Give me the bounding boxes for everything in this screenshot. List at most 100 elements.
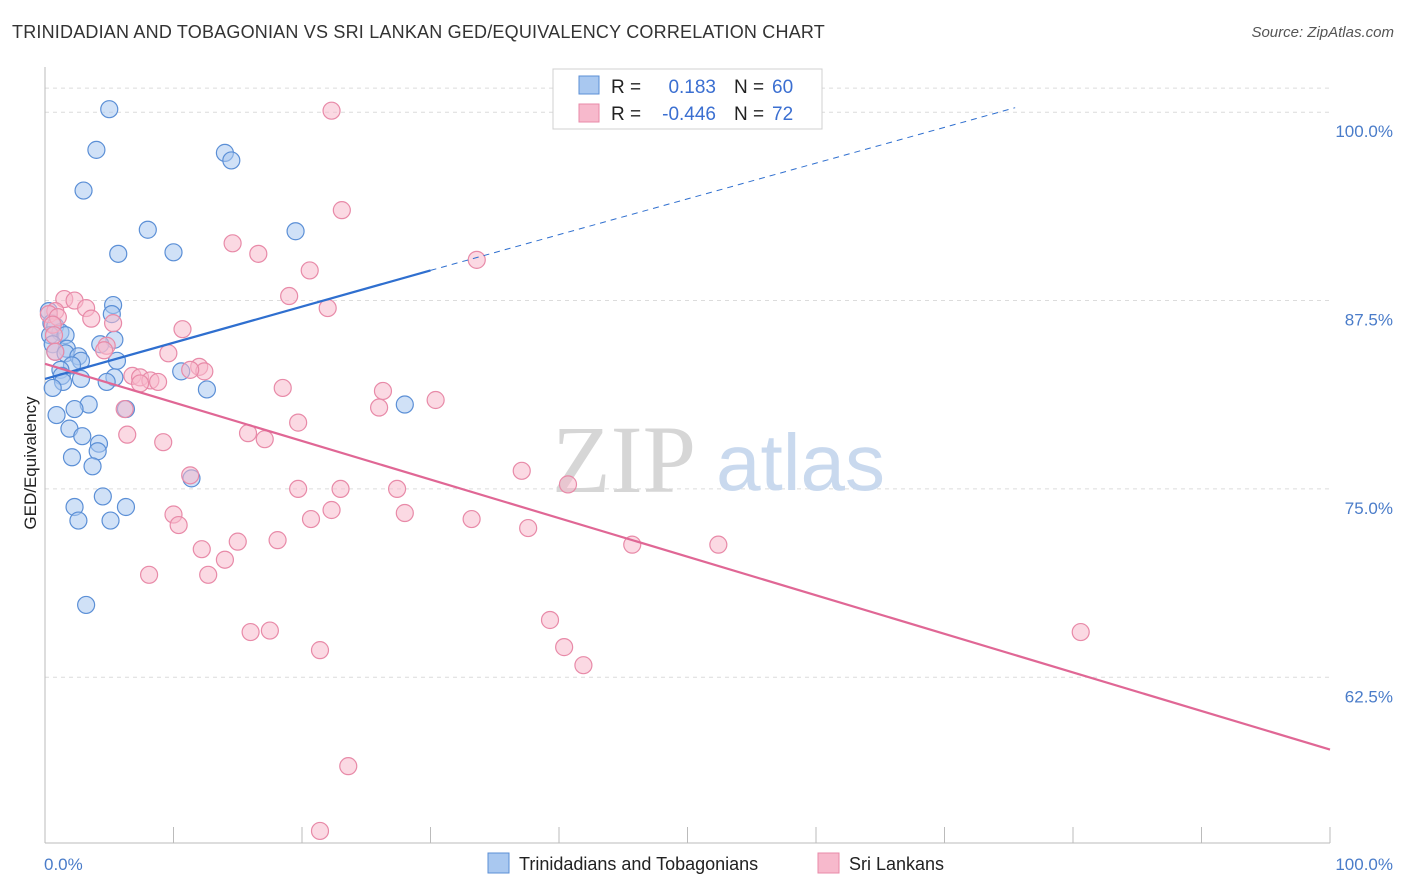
data-point-sri-lankan [289,413,308,432]
data-point-sri-lankan [82,309,101,328]
data-point-sri-lankan [273,378,292,398]
legend-swatch-blue [578,75,600,95]
data-point-sri-lankan [395,503,414,523]
data-point-sri-lankan [115,399,134,419]
data-point-sri-lankan [574,656,593,675]
data-point-sri-lankan [540,610,560,630]
data-point-trinidadian [73,427,92,446]
data-point-sri-lankan [373,381,393,401]
data-point-sri-lankan [426,390,445,410]
y-tick-label: 100.0% [1335,122,1393,141]
tick-labels: 62.5% 75.0% 87.5% 100.0% 0.0% 100.0% [44,122,1393,874]
data-point-sri-lankan [95,341,114,360]
data-point-sri-lankan [154,433,173,452]
data-point-sri-lankan [268,531,287,550]
series-legend-label-1: Trinidadians and Tobagonians [519,854,758,874]
data-point-sri-lankan [104,314,123,333]
trend-lines [44,107,1331,751]
data-point-sri-lankan [199,565,218,584]
data-point-sri-lankan [223,234,242,253]
data-point-sri-lankan [260,621,279,640]
data-point-trinidadian [286,222,305,241]
data-point-trinidadian [101,511,120,530]
data-point-sri-lankan [339,757,358,776]
data-point-sri-lankan [215,550,234,569]
data-point-sri-lankan [558,475,578,494]
data-point-sri-lankan [159,344,178,363]
data-point-sri-lankan [192,540,211,559]
legend-n-value-1: 60 [772,77,793,98]
series-legend-label-2: Sri Lankans [849,854,944,874]
trend-line-trinidadian [44,269,431,380]
y-axis-label: GED/Equivalency [21,396,40,530]
data-point-sri-lankan [280,286,299,306]
watermark-atlas: atlas [716,418,885,507]
x-tick-label: 0.0% [44,855,83,874]
data-point-trinidadian [77,595,96,615]
data-point-sri-lankan [1071,622,1090,642]
data-point-sri-lankan [148,372,168,392]
data-point-trinidadian [87,140,106,159]
data-point-sri-lankan [310,821,330,841]
data-point-sri-lankan [249,244,268,263]
legend-r-label-2: R = [611,104,641,125]
data-point-sri-lankan [555,638,574,657]
data-point-trinidadian [71,369,91,389]
data-point-sri-lankan [322,101,341,120]
data-point-sri-lankan [44,326,64,345]
data-point-trinidadian [43,378,62,398]
legend-r-value-1: 0.183 [668,77,716,98]
data-point-sri-lankan [709,535,728,554]
data-point-trinidadian [62,448,82,467]
data-point-trinidadian [65,399,84,419]
watermark-zip: ZIP [552,406,696,513]
chart-title: TRINIDADIAN AND TOBAGONIAN VS SRI LANKAN… [12,22,825,42]
data-point-trinidadian [69,511,88,530]
legend-r-label-1: R = [611,77,641,98]
data-point-sri-lankan [462,509,481,529]
grid-lines [45,87,1330,678]
data-point-sri-lankan [322,500,341,520]
data-point-sri-lankan [255,430,274,449]
data-point-trinidadian [83,457,102,476]
data-point-trinidadian [222,151,241,170]
data-point-sri-lankan [332,201,351,220]
trend-line-sri-lankan [44,362,1331,751]
data-point-trinidadian [93,487,112,506]
data-point-sri-lankan [130,374,150,393]
data-point-trinidadian [74,181,93,200]
data-point-sri-lankan [300,261,319,280]
trend-line-trinidadian [430,107,1016,271]
data-point-trinidadian [116,497,136,517]
data-point-sri-lankan [519,518,538,538]
data-point-sri-lankan [46,342,65,361]
legend-n-label-2: N = [734,104,764,125]
data-point-sri-lankan [173,320,192,339]
legend-swatch-pink [578,103,600,123]
y-tick-label: 75.0% [1345,499,1393,518]
legend-r-value-2: -0.446 [662,104,716,125]
data-point-sri-lankan [139,565,159,584]
axes [44,67,1331,844]
data-point-sri-lankan [118,425,137,444]
data-point-trinidadian [395,395,414,414]
correlation-legend: R = 0.183 N = 60 R = -0.446 N = 72 [552,68,823,130]
legend-n-value-2: 72 [772,104,793,125]
legend-n-label-1: N = [734,77,764,98]
data-point-trinidadian [100,100,119,119]
data-point-trinidadian [164,243,183,262]
data-point-sri-lankan [301,509,321,529]
data-point-trinidadian [88,442,107,461]
data-point-sri-lankan [370,398,389,417]
data-point-trinidadian [138,220,157,239]
data-point-sri-lankan [241,622,260,642]
data-point-sri-lankan [512,461,531,480]
data-point-trinidadian [197,380,217,399]
data-point-sri-lankan [228,532,247,551]
y-tick-label: 62.5% [1345,687,1393,706]
series-legend-swatch-blue [487,852,510,874]
y-tick-label: 87.5% [1345,311,1393,330]
data-point-sri-lankan [467,250,486,269]
data-point-trinidadian [47,405,66,425]
